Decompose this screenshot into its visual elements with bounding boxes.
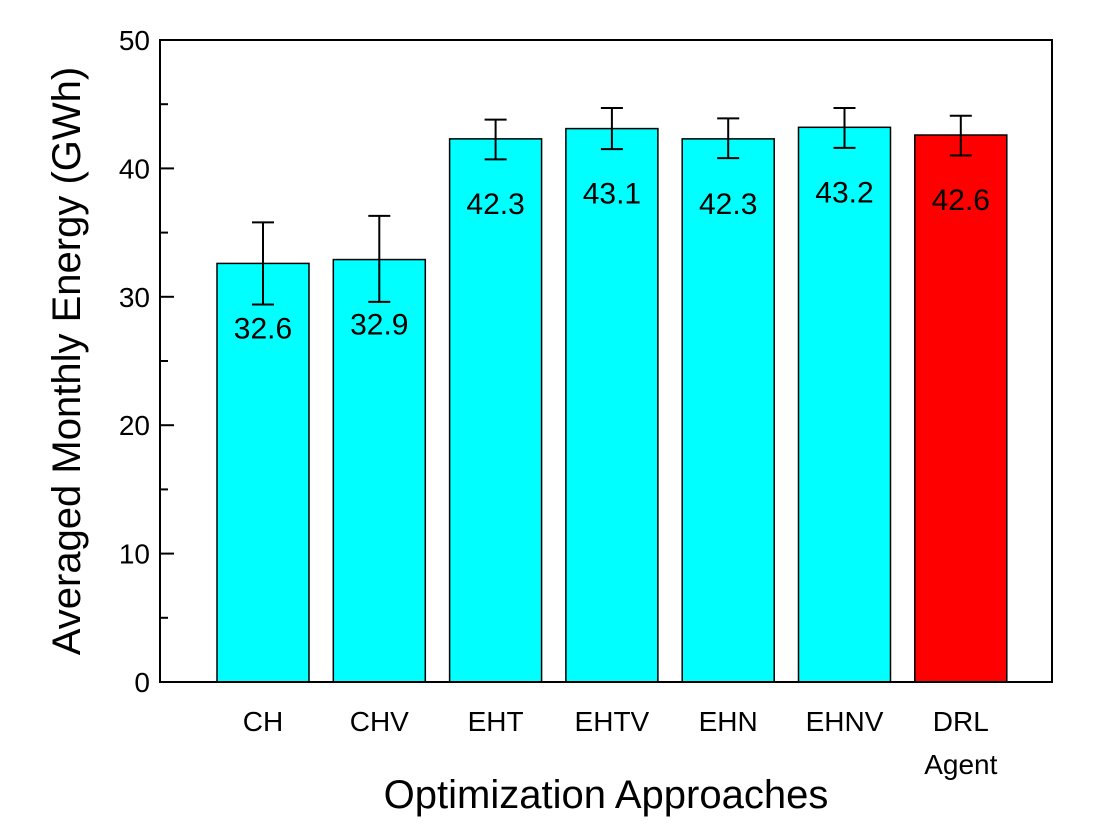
bar-value-label: 42.6 (932, 184, 990, 217)
x-tick-label: EHTV (575, 706, 650, 737)
bar (216, 262, 310, 683)
y-tick-label: 0 (134, 667, 150, 698)
bars-group (216, 126, 1008, 683)
x-tick-label: EHT (468, 706, 524, 737)
x-tick-label: CHV (350, 706, 409, 737)
bar (797, 126, 892, 683)
bar-value-label: 43.1 (583, 178, 641, 211)
x-tick-label: EHN (699, 706, 758, 737)
bar-value-label: 42.3 (699, 188, 757, 221)
x-tick-label: Agent (924, 749, 997, 780)
error-bars-group (252, 107, 972, 306)
y-tick-label: 20 (119, 410, 150, 441)
x-axis-title: Optimization Approaches (384, 773, 829, 817)
y-tick-label: 50 (119, 25, 150, 56)
bar-value-label: 32.9 (350, 309, 408, 342)
x-tick-label: DRL (933, 706, 989, 737)
bar-value-label: 43.2 (815, 176, 873, 209)
y-tick-label: 40 (119, 153, 150, 184)
bar (914, 134, 1008, 683)
y-axis-title: Averaged Monthly Energy (GWh) (45, 67, 89, 655)
y-axis-ticks: 0 10 20 30 40 50 (119, 25, 174, 698)
x-tick-label: CH (243, 706, 283, 737)
y-tick-label: 10 (119, 539, 150, 570)
bar-value-label: 32.6 (234, 312, 292, 345)
bar-value-label: 42.3 (466, 188, 524, 221)
x-axis-category-labels: CH CHV EHT EHTV EHN EHNV DRL Agent (243, 706, 998, 780)
bar (332, 258, 427, 683)
bar (565, 127, 659, 683)
x-tick-label: EHNV (806, 706, 884, 737)
value-labels-group: 32.6 32.9 42.3 43.1 42.3 43.2 42.6 (234, 176, 990, 345)
bar (681, 138, 775, 683)
y-tick-label: 30 (119, 282, 150, 313)
